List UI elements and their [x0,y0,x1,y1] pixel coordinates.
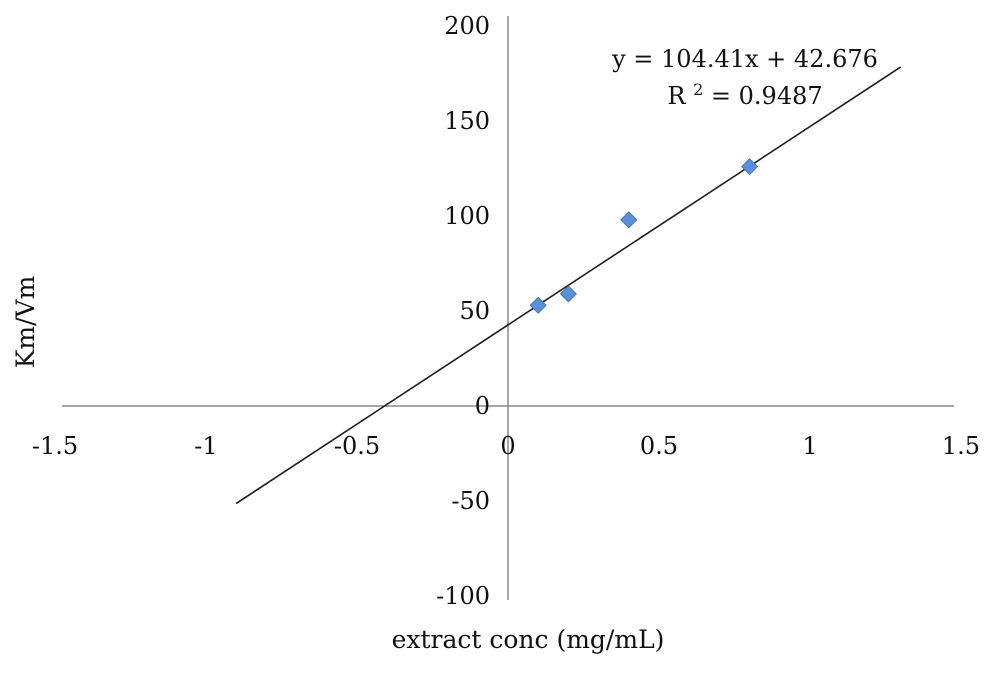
r-squared-label: R 2 = 0.9487 [667,80,822,111]
x-tick-label: -1.5 [32,432,78,460]
data-point-marker [529,296,547,314]
y-axis-title: Km/Vm [11,275,40,368]
y-tick-label: 150 [444,107,490,135]
data-point-marker [741,158,759,176]
r-squared-prefix: R [667,82,686,110]
y-tick-label: -100 [436,582,490,610]
y-tick-label: 50 [459,297,490,325]
data-point-marker [620,211,638,229]
tick-labels: -1.5 -1 -0.5 0 0.5 1 1.5 -100 -50 0 50 100 150 200 [32,12,980,610]
trendline [235,66,902,505]
y-tick-label: 200 [444,12,490,40]
x-tick-label: 0.5 [640,432,678,460]
data-points [529,158,759,314]
r-squared-value: = 0.9487 [711,82,823,110]
x-tick-label: -0.5 [334,432,380,460]
x-tick-label: 1 [802,432,817,460]
x-tick-label: -1 [194,432,217,460]
y-tick-label: 100 [444,202,490,230]
trendline-equation: y = 104.41x + 42.676 [611,45,878,73]
r-squared-superscript: 2 [693,80,703,99]
x-axis-title: extract conc (mg/mL) [392,625,665,654]
y-tick-label: 0 [475,392,490,420]
x-tick-label: 0 [500,432,515,460]
data-point-marker [559,285,577,303]
y-tick-label: -50 [451,487,490,515]
x-tick-label: 1.5 [942,432,980,460]
trendline-layer [235,66,902,505]
axes-layer [62,16,954,600]
